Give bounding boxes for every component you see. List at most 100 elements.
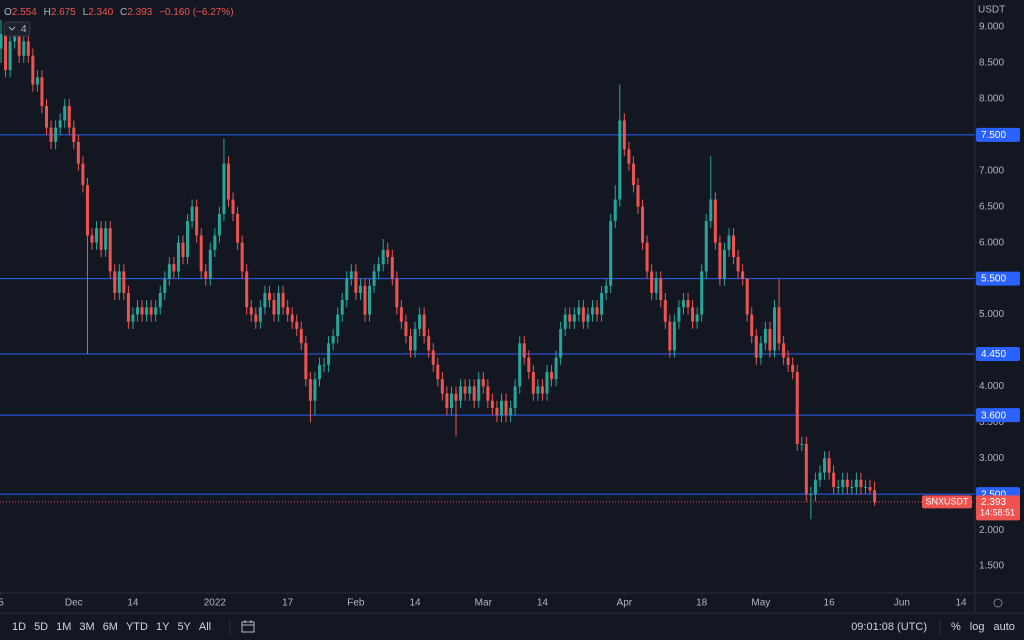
candle-body: [231, 199, 235, 214]
candle-body: [586, 314, 590, 322]
candle-body: [172, 264, 176, 272]
candle-body: [245, 271, 249, 308]
range-button[interactable]: 5Y: [177, 621, 191, 633]
range-button[interactable]: YTD: [126, 621, 148, 633]
candle-body: [777, 307, 781, 344]
candle-body: [363, 285, 367, 315]
candle-body: [786, 357, 790, 365]
candle-body: [149, 307, 153, 315]
x-tick-label: 14: [127, 598, 139, 609]
candle-body: [76, 142, 80, 164]
candle-body: [190, 206, 194, 222]
candle-body: [72, 127, 76, 143]
candle-body: [317, 364, 321, 380]
candle-body: [486, 386, 490, 401]
countdown: 14:58:51: [980, 508, 1015, 518]
range-button[interactable]: 1Y: [156, 621, 170, 633]
range-button[interactable]: 1M: [56, 621, 71, 633]
candle-body: [509, 407, 513, 416]
toolbar: 1D 5D 1M 3M 6M YTD 1Y 5Y All 09:01:08 (UTC)% log au…: [12, 621, 1015, 633]
candle-body: [40, 77, 44, 107]
candle-body: [754, 336, 758, 358]
plot-area: [0, 19, 975, 520]
candle-body: [186, 221, 190, 258]
candle-body: [759, 343, 763, 358]
y-tick-label: 9.000: [979, 22, 1004, 33]
candle-body: [195, 206, 199, 236]
scale-option[interactable]: %: [951, 621, 961, 633]
candle-body: [140, 307, 144, 315]
candle-body: [67, 106, 71, 128]
candle-body: [258, 307, 262, 322]
candle-body: [249, 307, 253, 315]
range-button[interactable]: 5D: [34, 621, 48, 633]
price-badge-label: 3.600: [981, 410, 1006, 421]
candle-body: [672, 321, 676, 351]
candle-body: [736, 257, 740, 272]
y-tick-label: 3.500: [979, 417, 1004, 428]
x-tick-label: Jun: [894, 598, 910, 609]
range-button[interactable]: 3M: [79, 621, 94, 633]
price-badge: [976, 271, 1020, 286]
candle-body: [418, 314, 422, 329]
range-button[interactable]: 1D: [12, 621, 26, 633]
x-tick-label: Mar: [475, 598, 493, 609]
indicator-count: 4: [21, 24, 27, 35]
candle-body: [577, 307, 581, 315]
candle-body: [358, 285, 362, 293]
candle-body: [563, 314, 567, 329]
candle-body: [254, 314, 258, 322]
candle-body: [327, 343, 331, 365]
candle-body: [295, 321, 299, 329]
candle-body: [827, 458, 831, 473]
candle-body: [650, 271, 654, 293]
candle-body: [481, 379, 485, 387]
x-tick-label: Apr: [617, 598, 633, 609]
candle-body: [841, 479, 845, 487]
candle-body: [63, 106, 67, 121]
x-tick-label: Dec: [65, 598, 83, 609]
candle-body: [686, 300, 690, 308]
candle-body: [782, 343, 786, 358]
candle-body: [618, 120, 622, 200]
candle-body: [645, 242, 649, 272]
candle-body: [145, 307, 149, 315]
candle-body: [499, 400, 503, 416]
candle-body: [272, 300, 276, 315]
candle-body: [713, 199, 717, 243]
scale-option[interactable]: auto: [993, 621, 1014, 633]
candle-body: [700, 271, 704, 315]
candle-body: [167, 264, 171, 279]
candle-body: [454, 393, 458, 401]
indicators-toggle[interactable]: [3, 21, 31, 37]
candle-body: [399, 307, 403, 322]
candle-body: [22, 41, 26, 56]
settings-icon[interactable]: [993, 598, 1003, 608]
candle-body: [286, 307, 290, 315]
candle-body: [131, 314, 135, 322]
candle-body: [85, 185, 89, 236]
candle-body: [704, 221, 708, 272]
candle-body: [727, 235, 731, 250]
candle-body: [795, 371, 799, 444]
candle-body: [4, 34, 8, 71]
candle-body: [763, 328, 767, 344]
candle-body: [95, 228, 99, 243]
range-button[interactable]: All: [199, 621, 211, 633]
candle-body: [531, 371, 535, 394]
price-badge: [976, 127, 1020, 142]
candle-body: [600, 292, 604, 315]
x-tick-label: 17: [282, 598, 294, 609]
range-button[interactable]: 6M: [103, 621, 118, 633]
candle-body: [550, 371, 554, 380]
candle-body: [204, 271, 208, 279]
candle-body: [13, 34, 17, 42]
candle-body: [281, 292, 285, 308]
candle-body: [850, 486, 854, 488]
y-tick-label: 7.000: [979, 165, 1004, 176]
candle-body: [863, 486, 867, 488]
candle-body: [718, 242, 722, 279]
candle-body: [732, 235, 736, 258]
scale-option[interactable]: log: [970, 621, 985, 633]
